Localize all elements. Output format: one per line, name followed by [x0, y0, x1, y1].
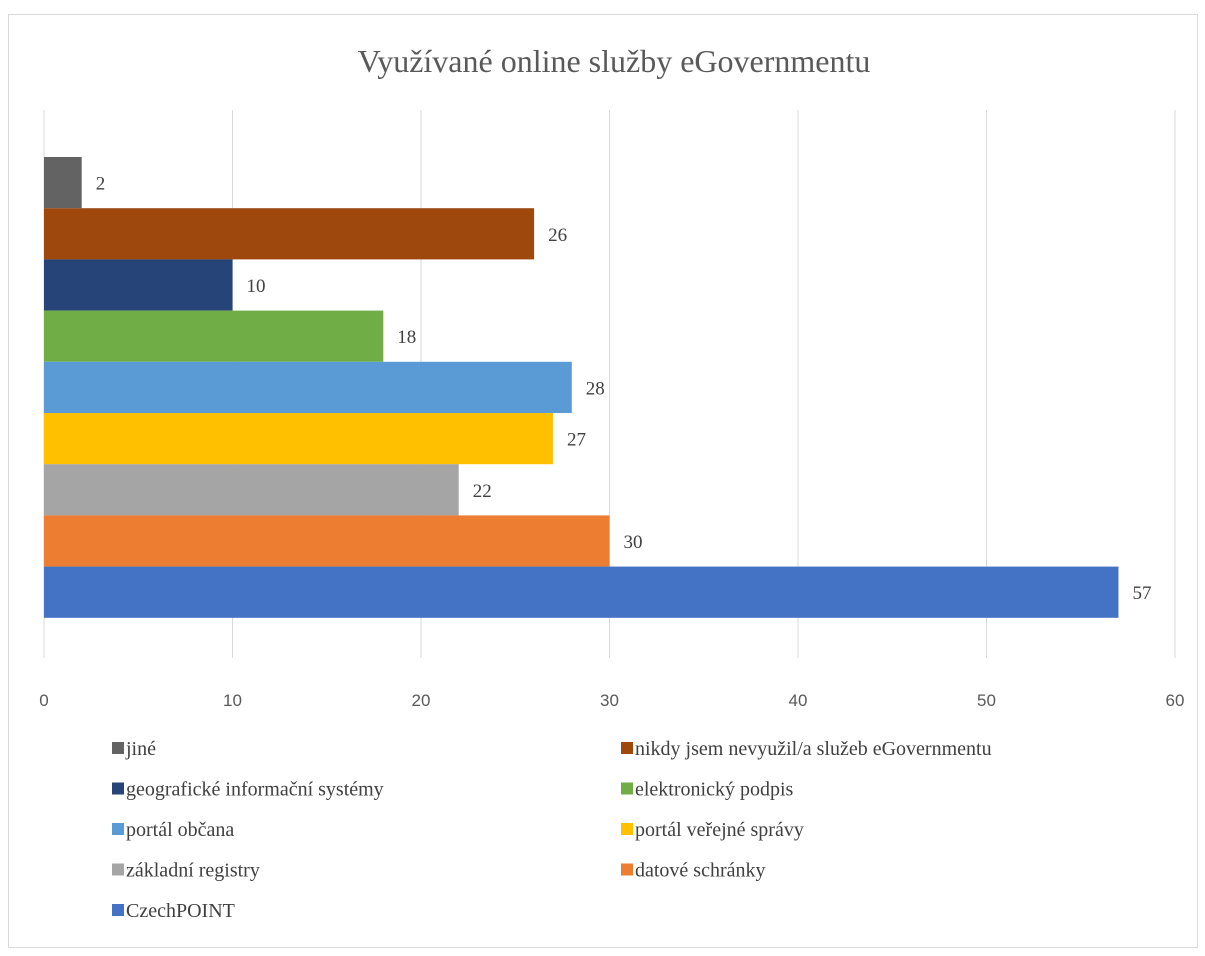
- legend-swatch: [621, 782, 633, 795]
- data-label: 18: [397, 327, 416, 348]
- bar-6: [44, 464, 459, 516]
- bar-1: [44, 208, 535, 260]
- x-tick-label: 20: [412, 691, 431, 710]
- legend-swatch: [621, 823, 633, 835]
- data-label: 26: [548, 225, 567, 246]
- legend-label: elektronický podpis: [635, 779, 794, 801]
- legend-label: geografické informační systémy: [126, 779, 384, 801]
- legend-swatch: [112, 823, 124, 835]
- bars: 2 26 10 18 28 27 22 30 57: [44, 157, 1151, 618]
- x-axis: 0 10 20 30 40 50 60: [39, 691, 1184, 710]
- legend-swatch: [621, 863, 633, 876]
- bar-7: [44, 515, 610, 567]
- legend-swatch: [112, 742, 124, 754]
- data-label: 2: [96, 174, 106, 195]
- bar-4: [44, 361, 572, 413]
- data-label: 28: [586, 378, 605, 399]
- data-label: 27: [567, 430, 586, 451]
- legend-swatch: [112, 863, 124, 876]
- x-tick-label: 10: [223, 691, 242, 710]
- legend-label: základní registry: [126, 860, 260, 882]
- bar-3: [44, 310, 384, 362]
- x-tick-label: 60: [1166, 691, 1185, 710]
- data-label: 30: [624, 532, 643, 553]
- x-tick-label: 50: [977, 691, 996, 710]
- legend-swatch: [621, 742, 633, 754]
- x-tick-label: 40: [789, 691, 808, 710]
- legend: jiné nikdy jsem nevyužil/a služeb eGovern…: [112, 738, 992, 922]
- x-tick-label: 30: [600, 691, 619, 710]
- data-label: 57: [1132, 583, 1151, 604]
- legend-label: CzechPOINT: [126, 900, 235, 922]
- data-label: 10: [247, 276, 266, 297]
- legend-label: datové schránky: [635, 860, 766, 882]
- legend-label: jiné: [125, 738, 156, 760]
- legend-label: portál veřejné správy: [635, 819, 804, 841]
- chart-title: Využívané online služby eGovernmentu: [358, 43, 871, 79]
- bar-2: [44, 259, 233, 311]
- legend-swatch: [112, 904, 124, 916]
- legend-label: nikdy jsem nevyužil/a služeb eGovernment…: [635, 738, 992, 760]
- legend-swatch: [112, 782, 124, 795]
- bar-5: [44, 413, 553, 465]
- legend-label: portál občana: [126, 819, 234, 841]
- data-label: 22: [473, 481, 492, 502]
- bar-0: [44, 157, 82, 209]
- x-tick-label: 0: [39, 691, 48, 710]
- bar-8: [44, 566, 1119, 618]
